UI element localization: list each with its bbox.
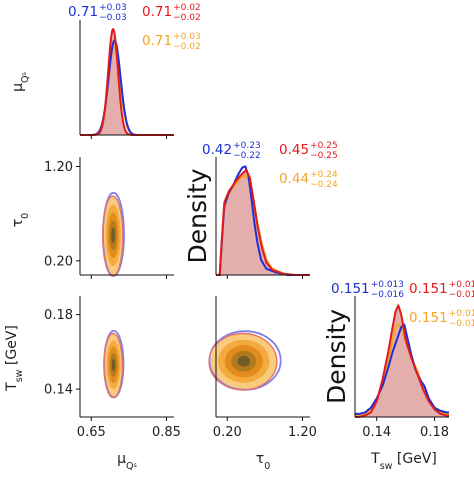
density-label-tau: Density [183,168,212,263]
marginal-tau: Density 0.42 +0.23−0.22 0.45 +0.25−0.250.44 +… [183,141,338,276]
estimate-red-tau: 0.45 [279,142,309,158]
xtick-label-tsw: 0.18 [420,425,449,440]
density-line-blue-tsw [355,322,449,415]
xtick-label-tsw: 0.14 [362,425,391,440]
contour-outline-red [208,332,278,391]
ylabel-tsw-main: T [4,382,20,392]
density-line-red-tsw [355,303,449,418]
estimate-orange-tau: 0.44 [279,171,309,187]
xlabel-mu-subsub: s [134,461,138,469]
xlabel-mu: μQs [117,451,137,472]
estimate-plus-orange-tau: +0.24 [310,170,338,180]
ylabel-mu-sub: Q [20,75,31,82]
estimate-plus-red-tsw: +0.010 [449,280,474,290]
estimate-median: 0.151 [409,310,448,326]
estimate-orange-mu: 0.71 [142,33,172,49]
estimate-minus-orange-tau: −0.24 [310,180,338,190]
estimate-minus-red-tau: −0.25 [310,151,338,161]
xlabel-mu-main: μ [117,451,126,467]
density-label-tsw: Density [322,309,351,404]
density-fill-tsw [355,305,449,417]
xlabel-tau: τ0 [256,451,270,472]
xtick-label-tau: 0.20 [213,425,242,440]
xlabel-mu-sub: Q [126,461,133,472]
xtick-label-mu: 0.65 [77,425,106,440]
contour-mu-tsw [79,296,174,418]
estimate-blue-tsw: 0.151 [331,281,370,297]
contour-tau-tsw [208,296,310,418]
estimate-red-tsw: 0.151 [409,281,448,297]
estimate-red-mu: 0.71 [142,4,172,20]
estimate-minus-red-tsw: −0.015 [449,290,474,300]
estimate-median: 0.71 [142,33,172,49]
xtick-label-tau: 1.20 [288,425,317,440]
ylabel-mu-main: μ [10,83,26,92]
estimate-median: 0.42 [202,142,232,158]
estimate-plus-red-mu: +0.02 [173,3,201,13]
contour-outline-red [102,195,124,277]
ylabel-tau: τ0 [10,213,31,227]
estimate-median: 0.71 [68,4,98,20]
estimate-plus-orange-tsw: +0.011 [449,309,474,319]
contour-mu-tau [79,157,174,277]
xlabel-tsw: Tsw [GeV] [370,451,437,472]
xtick-label-mu: 0.85 [152,425,181,440]
ylabel-tsw-unit: [GeV] [4,325,20,369]
estimate-blue-mu: 0.71 [68,4,98,20]
density-fill-tau [216,170,310,275]
estimate-median: 0.71 [142,4,172,20]
ylabel-mu: μQs [10,71,31,91]
density-line-blue-mu [80,39,174,136]
estimate-minus-orange-mu: −0.02 [173,42,201,52]
marginal-mu: 0.71 +0.03−0.03 0.71 +0.02−0.020.71 +0.03−0.… [68,3,201,136]
estimate-plus-blue-tau: +0.23 [233,141,261,151]
xlabel-tsw-unit: [GeV] [392,451,436,467]
xlabel-tsw-sub: sw [380,461,393,472]
ylabel-tsw: Tsw [GeV] [4,325,25,392]
estimate-median: 0.151 [409,281,448,297]
estimate-median: 0.44 [279,171,309,187]
contour-outline-red [103,332,124,399]
ytick-label-tsw: 0.14 [44,383,73,398]
ylabel-mu-subsub: s [20,71,28,75]
estimate-minus-orange-tsw: −0.016 [449,319,474,329]
estimate-minus-blue-tsw: −0.016 [371,290,405,300]
marginal-tsw: Density0.151+0.013−0.0160.151+0.010−0.01… [322,280,474,418]
contour-level-4 [111,358,116,371]
estimate-plus-orange-mu: +0.03 [173,32,201,42]
estimate-median: 0.45 [279,142,309,158]
ytick-label-tau: 0.20 [44,254,73,269]
estimate-blue-tau: 0.42 [202,142,232,158]
xlabel-tsw-main: T [370,451,380,467]
estimate-minus-red-mu: −0.02 [173,13,201,23]
contour-level-4 [237,355,251,367]
xlabel-tau-sub: 0 [264,461,270,472]
estimate-plus-red-tau: +0.25 [310,141,338,151]
estimate-minus-blue-mu: −0.03 [99,13,127,23]
ylabel-tau-main: τ [10,219,26,227]
ylabel-tsw-sub: sw [14,369,25,382]
xlabel-tau-main: τ [256,451,264,467]
contour-level-4 [111,227,115,243]
estimate-orange-tsw: 0.151 [409,310,448,326]
estimate-plus-blue-tsw: +0.013 [371,280,404,290]
ylabel-tau-sub: 0 [20,213,31,219]
estimate-plus-blue-mu: +0.03 [99,3,127,13]
ytick-label-tau: 1.20 [44,160,73,175]
estimate-median: 0.151 [331,281,370,297]
estimate-minus-blue-tau: −0.22 [233,151,261,161]
ytick-label-tsw: 0.18 [44,308,73,323]
